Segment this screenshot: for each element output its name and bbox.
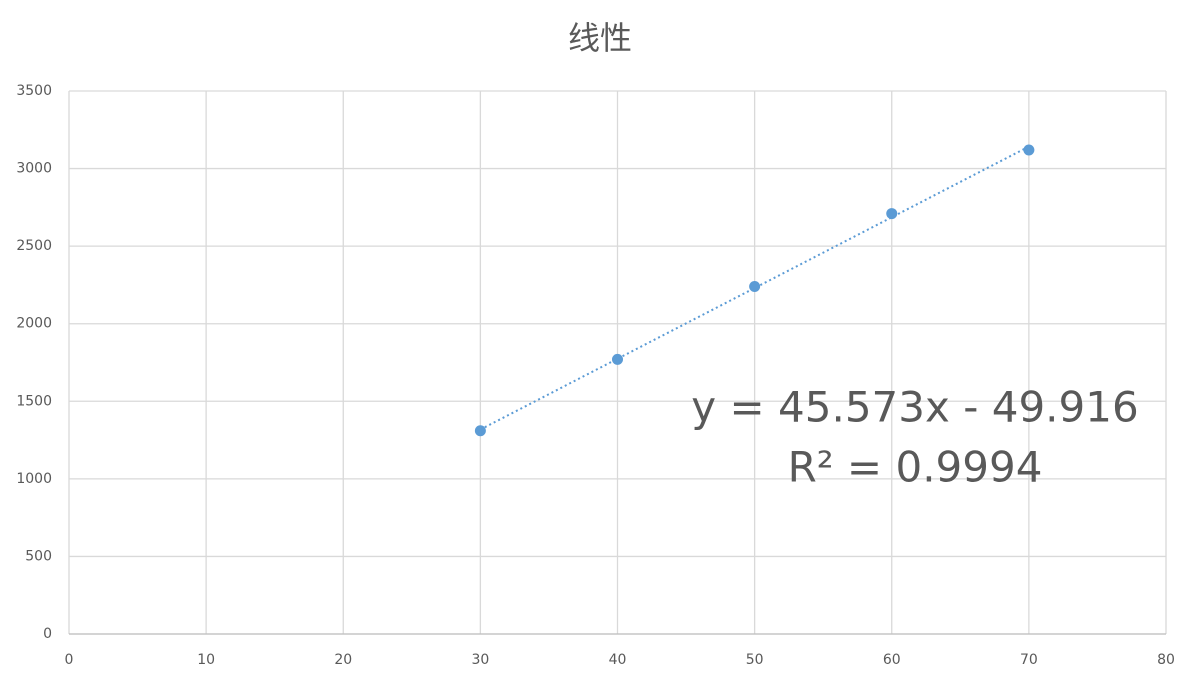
trendline-label: y = 45.573x - 49.916 (691, 383, 1138, 432)
y-tick-label: 2500 (16, 238, 52, 254)
x-tick-label: 50 (746, 652, 764, 668)
x-tick-label: 60 (883, 652, 901, 668)
y-tick-label: 0 (43, 626, 52, 642)
x-tick-label: 70 (1020, 652, 1038, 668)
x-tick-label: 80 (1157, 652, 1175, 668)
y-tick-label: 1000 (16, 471, 52, 487)
x-tick-label: 40 (609, 652, 627, 668)
y-tick-label: 3500 (16, 83, 52, 99)
y-tick-label: 3000 (16, 161, 52, 177)
data-point (1023, 144, 1035, 156)
x-tick-label: 0 (65, 652, 74, 668)
y-tick-label: 1500 (16, 393, 52, 409)
chart-title: 线性 (568, 19, 632, 57)
x-tick-label: 20 (334, 652, 352, 668)
trendline-label: R² = 0.9994 (788, 443, 1043, 492)
x-tick-label: 30 (471, 652, 489, 668)
data-point (474, 425, 486, 437)
y-tick-label: 2000 (16, 316, 52, 332)
data-point (749, 280, 761, 292)
x-tick-label: 10 (197, 652, 215, 668)
data-point (612, 353, 623, 365)
y-tick-label: 500 (25, 548, 52, 564)
data-point (886, 208, 898, 220)
